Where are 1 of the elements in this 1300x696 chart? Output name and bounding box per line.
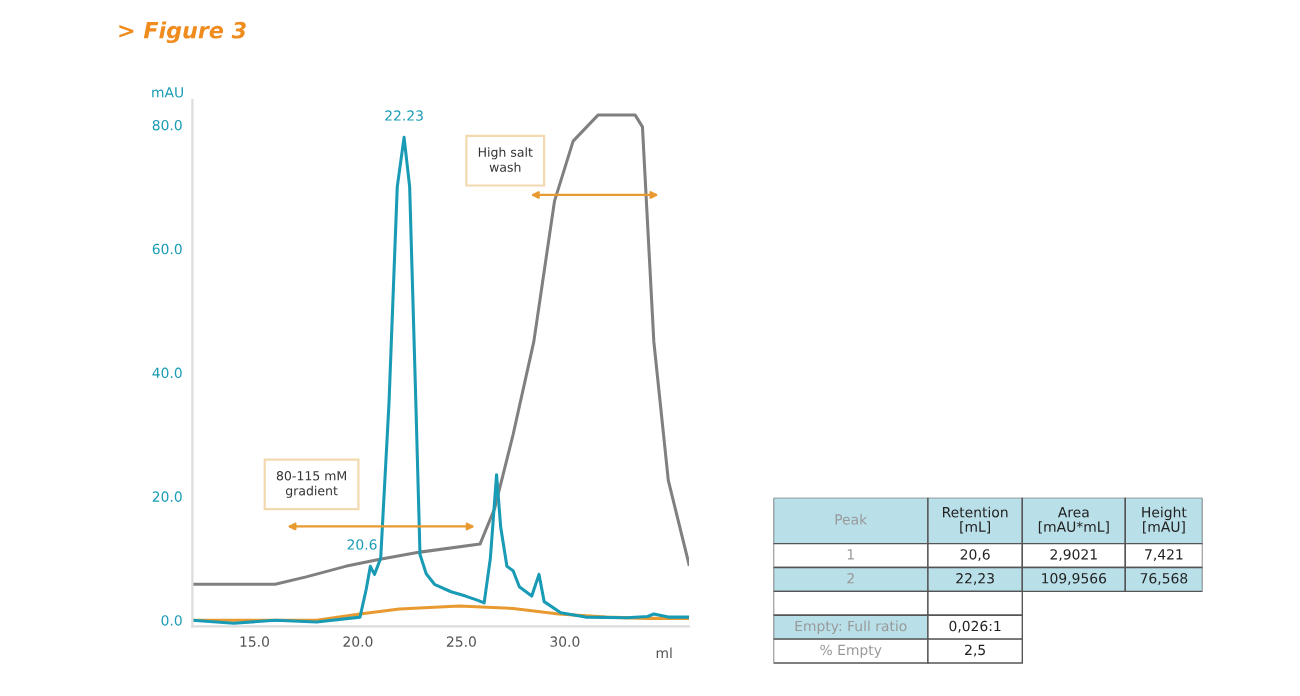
chart-title: > Figure 3 (119, 21, 246, 44)
